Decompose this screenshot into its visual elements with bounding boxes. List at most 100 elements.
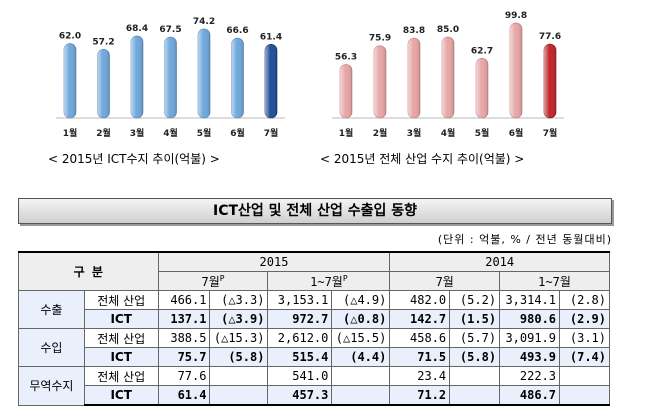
change-cell: (4.4) [331, 347, 391, 367]
category-label: 7월 [264, 127, 279, 139]
bar [339, 64, 353, 119]
bar-value-label: 85.0 [437, 25, 459, 35]
bar-shine [510, 22, 522, 119]
table-row: 무역수지 전체 산업 77.6 541.0 23.4 222.3 [18, 366, 610, 406]
change-cell: (△3.3) [209, 290, 269, 310]
bar-shine [97, 49, 110, 118]
change-cell [331, 366, 391, 386]
bar-value-label: 68.4 [126, 24, 148, 34]
category-label: 5월 [197, 127, 212, 139]
bar-value-label: 61.4 [260, 32, 282, 42]
bar-value-label: 62.0 [59, 32, 81, 42]
value-cell: 541.0 [267, 366, 333, 386]
bar-value-label: 77.6 [539, 32, 561, 42]
row-subcategory: ICT [83, 309, 159, 329]
value-cell: 222.3 [499, 366, 561, 386]
value-cell: 71.5 [389, 347, 451, 367]
bar-value-label: 57.2 [92, 37, 114, 47]
table-subheader-row: 7월P 1~7월P 7월 1~7월 [18, 271, 610, 291]
bar [509, 22, 523, 119]
header-year-2014: 2014 [389, 251, 610, 272]
bar [63, 43, 77, 119]
change-cell: (2.8) [559, 290, 610, 310]
value-cell: 3,153.1 [267, 290, 333, 310]
change-cell: (1.5) [449, 309, 501, 329]
change-cell: (7.4) [559, 347, 610, 367]
value-cell: 493.9 [499, 347, 561, 367]
row-category: 수출 [18, 290, 85, 329]
category-label: 7월 [543, 127, 558, 139]
value-cell: 75.7 [157, 347, 211, 367]
table-row: ICT 61.4 457.3 71.2 486.7 [19, 385, 610, 406]
header-2014-cumulative: 1~7월 [499, 271, 610, 291]
row-subcategory: 전체 산업 [83, 290, 159, 310]
category-label: 4월 [163, 127, 178, 139]
table-body: 수출 전체 산업 466.1 (△3.3) 3,153.1 (△4.9) 482.0 (5.2… [18, 290, 610, 406]
bar [475, 57, 489, 119]
value-cell: 482.0 [389, 290, 451, 310]
change-cell: (5.8) [209, 347, 269, 367]
bar [441, 36, 455, 119]
change-cell: (5.8) [449, 347, 501, 367]
header-year-2015: 2015 [157, 251, 391, 272]
value-cell: 23.4 [389, 366, 451, 386]
row-category: 수입 [18, 328, 85, 367]
change-cell: (△15.3) [209, 328, 269, 348]
bar [373, 45, 387, 119]
bar [231, 37, 244, 119]
table-row: 수출 전체 산업 466.1 (△3.3) 3,153.1 (△4.9) 482.0 (5.2… [18, 290, 610, 329]
bar [164, 36, 177, 119]
bar [543, 43, 557, 119]
bar-shine [265, 44, 277, 118]
value-cell: 71.2 [389, 385, 451, 406]
total-industry-balance-chart-title: < 2015년 전체 산업 수지 추이(억불) > [320, 152, 525, 166]
value-cell: 458.6 [389, 328, 451, 348]
change-cell [559, 366, 610, 386]
category-label: 5월 [475, 127, 490, 139]
value-cell: 3,314.1 [499, 290, 561, 310]
bar-value-label: 99.8 [505, 11, 527, 21]
header-category: 구 분 [18, 251, 159, 291]
table-header-row: 구 분 2015 2014 [18, 251, 610, 291]
change-cell [559, 385, 610, 406]
change-cell: (△15.5) [331, 328, 391, 348]
total-industry-balance-chart-svg: 56.3 1월 75.9 2월 83.8 3월 85.0 4월 62.7 5월 99.8 6월 77.6… [332, 11, 564, 139]
table-row: ICT 137.1 (△3.9) 972.7 (△0.8) 142.7 (1.5) 980.6… [19, 309, 610, 329]
unit-note: (단위 : 억불, % / 전년 동월대비) [437, 233, 612, 246]
bar [407, 37, 421, 119]
table-row: ICT 75.7 (5.8) 515.4 (4.4) 71.5 (5.8) 493.9 (7.4… [19, 347, 610, 367]
change-cell [209, 366, 269, 386]
value-cell: 466.1 [157, 290, 211, 310]
change-cell: (△0.8) [331, 309, 391, 329]
trade-table: 구 분 2015 2014 7월P 1~7월P 7월 1~7월 수출 전체 산업 4… [18, 251, 610, 406]
change-cell [209, 385, 269, 406]
value-cell: 515.4 [267, 347, 333, 367]
value-cell: 980.6 [499, 309, 561, 329]
bar-shine [131, 35, 143, 118]
value-cell: 457.3 [267, 385, 333, 406]
bar-value-label: 56.3 [335, 52, 357, 62]
change-cell: (△4.9) [331, 290, 391, 310]
bar-shine [231, 38, 244, 118]
bar-shine [544, 44, 556, 118]
category-label: 2월 [373, 127, 388, 139]
change-cell [449, 366, 501, 386]
bar-shine [164, 37, 177, 118]
category-label: 1월 [63, 127, 78, 139]
value-cell: 142.7 [389, 309, 451, 329]
section-title: ICT산업 및 전체 산업 수출입 동향 [18, 198, 612, 224]
category-label: 3월 [130, 127, 145, 139]
row-subcategory: 전체 산업 [83, 328, 159, 348]
value-cell: 3,091.9 [499, 328, 561, 348]
bar-shine [198, 28, 210, 118]
change-cell [331, 385, 391, 406]
bar-value-label: 75.9 [369, 34, 391, 44]
bar-value-label: 67.5 [159, 25, 181, 35]
value-cell: 972.7 [267, 309, 333, 329]
value-cell: 486.7 [499, 385, 561, 406]
header-2014-month: 7월 [389, 271, 501, 291]
bar-value-label: 62.7 [471, 46, 493, 56]
header-2015-month: 7월P [157, 271, 269, 291]
row-subcategory: ICT [83, 347, 159, 367]
bar [97, 49, 110, 119]
